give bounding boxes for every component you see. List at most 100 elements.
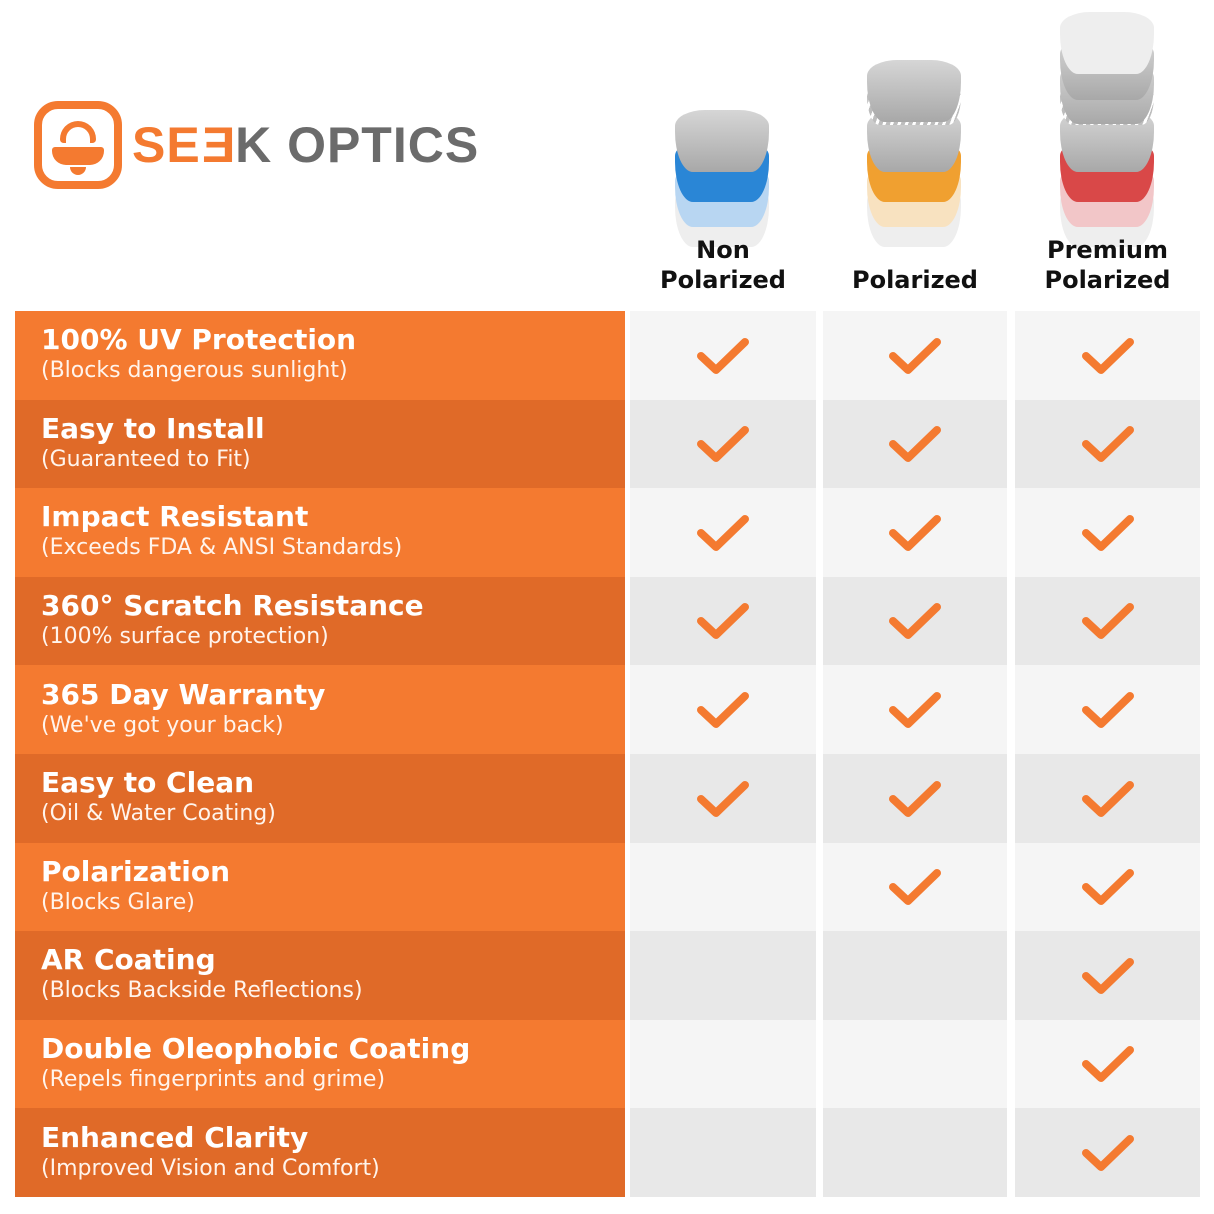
feature-cell [630, 576, 816, 666]
feature-title: 360° Scratch Resistance [41, 589, 424, 623]
feature-row: Easy to Install (Guaranteed to Fit) [15, 399, 625, 489]
feature-cell [823, 665, 1007, 755]
feature-subtitle: (We've got your back) [41, 712, 284, 738]
feature-cell [823, 1019, 1007, 1109]
feature-row: Enhanced Clarity (Improved Vision and Co… [15, 1108, 625, 1197]
feature-cell [823, 399, 1007, 489]
feature-subtitle: (Improved Vision and Comfort) [41, 1155, 380, 1181]
feature-row: 100% UV Protection (Blocks dangerous sun… [15, 311, 625, 400]
feature-cell [823, 576, 1007, 666]
feature-label: Easy to Install (Guaranteed to Fit) [15, 399, 625, 489]
feature-title: Impact Resistant [41, 500, 309, 534]
checkmark-icon [697, 691, 749, 728]
feature-cell [630, 311, 816, 401]
lens-layer [867, 60, 961, 122]
checkmark-icon [1081, 780, 1134, 817]
checkmark-icon [889, 869, 941, 906]
feature-title: Enhanced Clarity [41, 1120, 309, 1154]
column-header: Polarized [823, 0, 1007, 311]
feature-label: Easy to Clean (Oil & Water Coating) [15, 754, 625, 843]
feature-row: AR Coating (Blocks Backside Reflections) [15, 931, 625, 1020]
feature-label: Polarization (Blocks Glare) [15, 842, 625, 932]
checkmark-icon [697, 337, 749, 374]
feature-title: Easy to Clean [41, 766, 255, 800]
feature-title: Double Oleophobic Coating [41, 1032, 471, 1066]
feature-title: Polarization [41, 854, 230, 888]
column-header: Premium Polarized [1015, 0, 1200, 311]
checkmark-icon [889, 337, 941, 374]
checkmark-icon [1081, 691, 1134, 728]
feature-label: 360° Scratch Resistance (100% surface pr… [15, 576, 625, 666]
feature-cell [1015, 488, 1200, 578]
feature-cell [1015, 754, 1200, 844]
checkmark-icon [1081, 603, 1134, 640]
column-header: Non Polarized [630, 0, 816, 311]
logo-mask-icon [34, 101, 122, 189]
checkmark-icon [889, 691, 941, 728]
feature-row: Polarization (Blocks Glare) [15, 842, 625, 932]
feature-row: Impact Resistant (Exceeds FDA & ANSI Sta… [15, 488, 625, 577]
checkmark-icon [889, 780, 941, 817]
feature-subtitle: (Blocks Backside Reflections) [41, 978, 363, 1004]
feature-title: Easy to Install [41, 411, 265, 445]
checkmark-icon [1081, 514, 1134, 551]
feature-subtitle: (Oil & Water Coating) [41, 801, 276, 827]
checkmark-icon [889, 603, 941, 640]
feature-cell [630, 399, 816, 489]
lens-layer [1059, 12, 1154, 74]
brand-name: SEEK OPTICS [132, 117, 480, 173]
feature-subtitle: (100% surface protection) [41, 624, 329, 650]
checkmark-icon [1081, 426, 1134, 463]
feature-row: 365 Day Warranty (We've got your back) [15, 665, 625, 754]
feature-subtitle: (Guaranteed to Fit) [41, 446, 251, 472]
feature-title: 100% UV Protection [41, 323, 357, 357]
feature-row: Easy to Clean (Oil & Water Coating) [15, 754, 625, 843]
feature-cell [1015, 665, 1200, 755]
feature-cell [630, 665, 816, 755]
feature-cell [823, 1108, 1007, 1198]
feature-row: Double Oleophobic Coating (Repels finger… [15, 1019, 625, 1109]
feature-subtitle: (Exceeds FDA & ANSI Standards) [41, 535, 403, 561]
feature-label: Impact Resistant (Exceeds FDA & ANSI Sta… [15, 488, 625, 577]
lens-layer [675, 110, 769, 172]
feature-subtitle: (Blocks Glare) [41, 889, 195, 915]
feature-row: 360° Scratch Resistance (100% surface pr… [15, 576, 625, 666]
feature-cell [1015, 1019, 1200, 1109]
feature-label: Double Oleophobic Coating (Repels finger… [15, 1019, 625, 1109]
feature-subtitle: (Repels fingerprints and grime) [41, 1067, 386, 1093]
feature-cell [1015, 311, 1200, 401]
feature-cell [823, 488, 1007, 578]
feature-title: AR Coating [41, 943, 216, 977]
checkmark-icon [1081, 1046, 1134, 1083]
checkmark-icon [889, 426, 941, 463]
checkmark-icon [1081, 337, 1134, 374]
feature-cell [630, 842, 816, 932]
feature-cell [630, 1019, 816, 1109]
feature-cell [630, 1108, 816, 1198]
feature-title: 365 Day Warranty [41, 677, 326, 711]
feature-label: Enhanced Clarity (Improved Vision and Co… [15, 1108, 625, 1197]
checkmark-icon [1081, 957, 1134, 994]
feature-cell [1015, 931, 1200, 1021]
feature-cell [1015, 399, 1200, 489]
feature-label: 365 Day Warranty (We've got your back) [15, 665, 625, 754]
feature-cell [1015, 842, 1200, 932]
checkmark-icon [1081, 1134, 1134, 1171]
feature-cell [823, 931, 1007, 1021]
feature-cell [823, 311, 1007, 401]
checkmark-icon [697, 426, 749, 463]
checkmark-icon [889, 514, 941, 551]
feature-cell [630, 754, 816, 844]
feature-label: 100% UV Protection (Blocks dangerous sun… [15, 311, 625, 400]
checkmark-icon [697, 514, 749, 551]
feature-cell [823, 842, 1007, 932]
feature-label: AR Coating (Blocks Backside Reflections) [15, 931, 625, 1020]
checkmark-icon [697, 603, 749, 640]
feature-cell [823, 754, 1007, 844]
feature-subtitle: (Blocks dangerous sunlight) [41, 358, 348, 384]
column-label: Polarized [852, 266, 978, 294]
feature-cell [630, 931, 816, 1021]
feature-cell [630, 488, 816, 578]
feature-cell [1015, 576, 1200, 666]
checkmark-icon [1081, 869, 1134, 906]
